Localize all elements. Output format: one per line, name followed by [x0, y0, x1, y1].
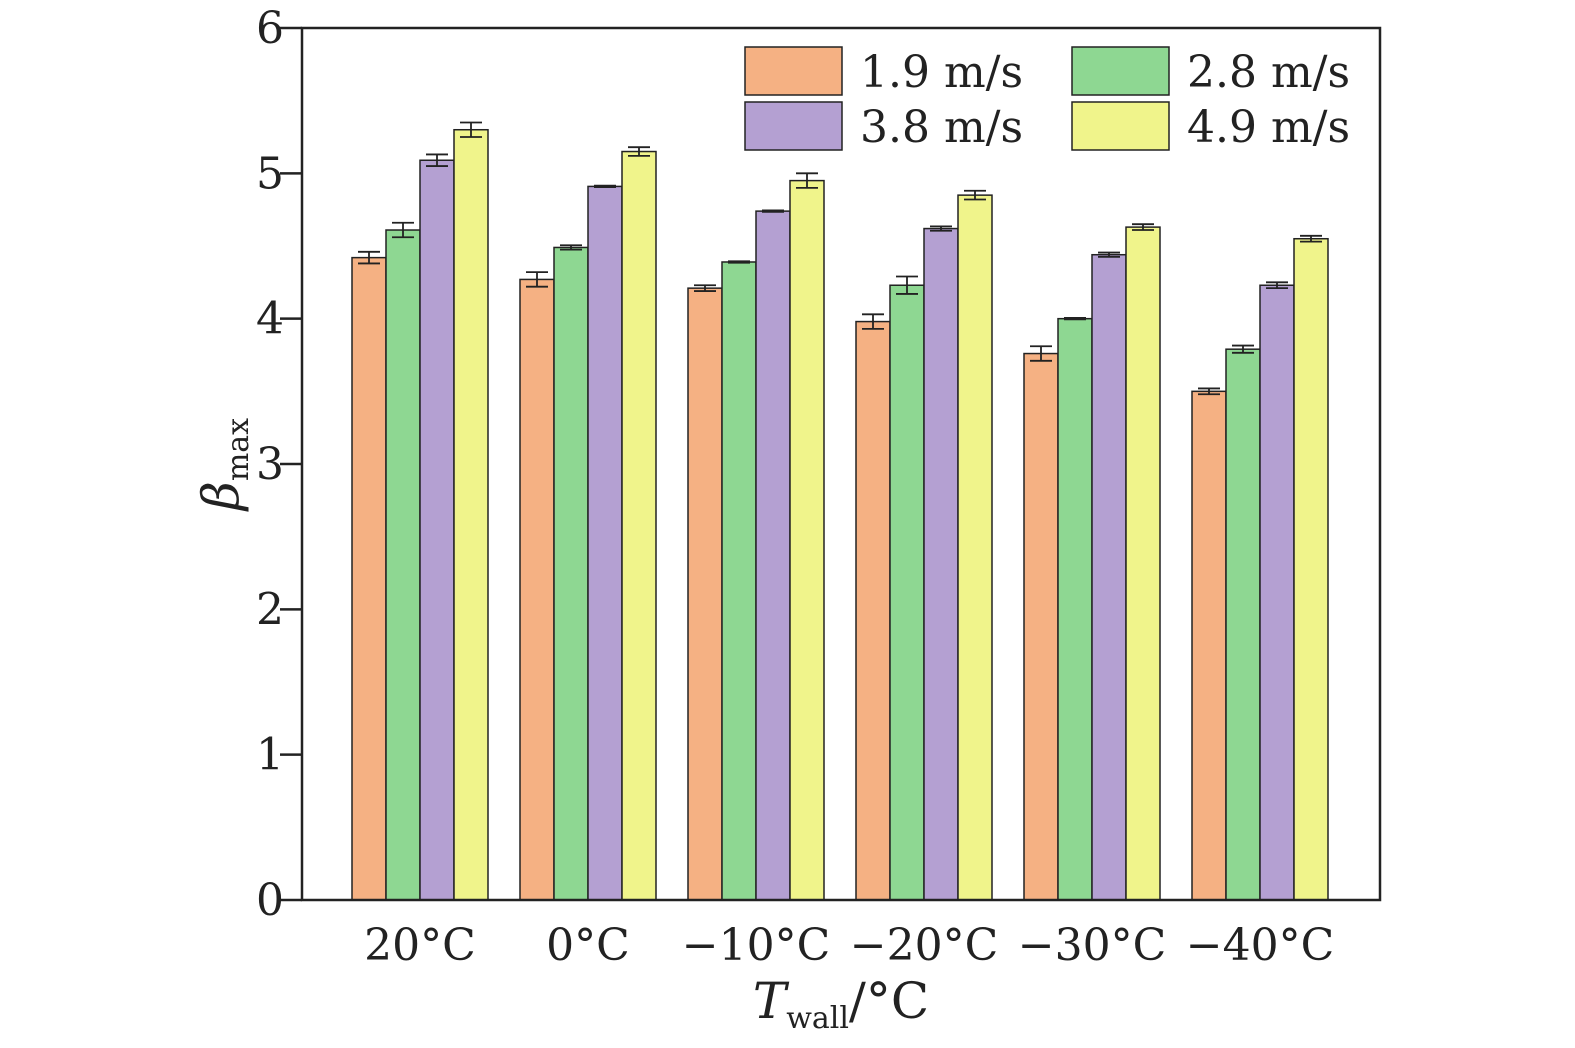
- x-axis-title-suffix: /°C: [849, 972, 929, 1030]
- x-tick-label: −20°C: [850, 920, 999, 971]
- bar: [755, 210, 791, 901]
- x-tick-label: 0°C: [546, 920, 630, 971]
- bar: [1023, 352, 1059, 901]
- legend-swatch: [744, 46, 843, 96]
- error-bars-layer: [358, 121, 1322, 396]
- bar: [855, 320, 891, 901]
- bars-layer: [351, 128, 1329, 901]
- legend-swatch: [1071, 46, 1170, 96]
- legend-swatch: [744, 101, 843, 151]
- bar: [1225, 348, 1261, 901]
- y-tick-label: 2: [256, 584, 284, 635]
- x-tick-label: −40°C: [1186, 920, 1335, 971]
- bar: [419, 159, 455, 901]
- bar: [621, 150, 657, 901]
- bar: [957, 194, 993, 901]
- bar: [453, 128, 489, 901]
- bar: [519, 278, 555, 901]
- y-axis-title-main: β: [192, 481, 250, 512]
- y-tick-label: 1: [256, 730, 284, 781]
- y-tick-label: 4: [256, 294, 284, 345]
- x-axis-title-main: T: [753, 972, 790, 1030]
- x-axis-title-sub: wall: [786, 1001, 849, 1036]
- bar: [721, 261, 757, 901]
- bar: [889, 284, 925, 901]
- x-tick-label: −30°C: [1018, 920, 1167, 971]
- y-tick-label: 5: [256, 148, 284, 199]
- y-tick-label: 3: [256, 439, 284, 490]
- legend-swatch: [1071, 101, 1170, 151]
- y-axis-title-sub: max: [221, 418, 256, 481]
- y-axis-title: βmax: [192, 418, 256, 512]
- x-tick-label: −10°C: [682, 920, 831, 971]
- bar: [553, 246, 589, 901]
- bar: [687, 287, 723, 901]
- bar: [385, 229, 421, 901]
- legend-label: 1.9 m/s: [860, 47, 1023, 98]
- bar: [1293, 237, 1329, 901]
- x-tick-label: 20°C: [364, 920, 476, 971]
- bar: [1057, 317, 1093, 901]
- x-axis: 20°C 0°C −10°C −20°C −30°C −40°C: [364, 920, 1334, 971]
- y-axis: 0 1 2 3 4 5 6: [256, 3, 302, 926]
- legend-label: 3.8 m/s: [860, 102, 1023, 153]
- bar: [1191, 390, 1227, 901]
- legend-label: 2.8 m/s: [1187, 47, 1350, 98]
- x-axis-title: Twall/°C: [753, 972, 929, 1036]
- legend-label: 4.9 m/s: [1187, 102, 1350, 153]
- bar: [1125, 226, 1161, 901]
- bar: [923, 227, 959, 901]
- legend: 1.9 m/s 2.8 m/s 3.8 m/s 4.9 m/s: [744, 46, 1350, 153]
- bar: [789, 179, 825, 901]
- y-tick-label: 6: [256, 3, 284, 54]
- y-tick-label: 0: [256, 875, 284, 926]
- bar: [587, 185, 623, 901]
- bar: [351, 256, 387, 901]
- bar: [1259, 284, 1295, 901]
- bar: [1091, 253, 1127, 901]
